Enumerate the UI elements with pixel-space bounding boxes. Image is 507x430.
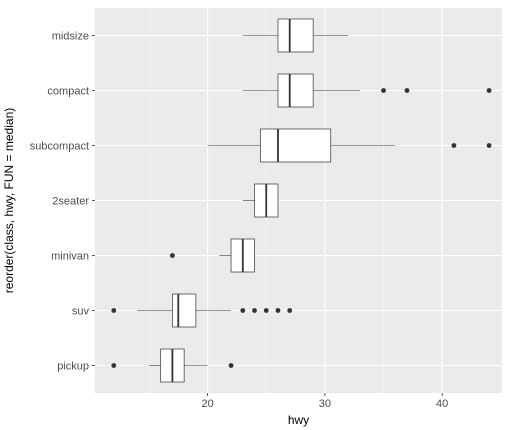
x-tick-label: 40 bbox=[436, 398, 448, 410]
box-subcompact bbox=[207, 128, 492, 163]
outlier-point bbox=[404, 88, 410, 93]
y-tick-label-suv: suv bbox=[72, 306, 90, 318]
x-axis-ticks: 20 30 40 bbox=[201, 393, 448, 410]
y-tick-label-minivan: minivan bbox=[51, 251, 89, 263]
box-compact bbox=[242, 73, 492, 108]
iqr-box bbox=[260, 128, 332, 163]
outlier-point bbox=[170, 253, 175, 258]
box-suv bbox=[111, 293, 293, 328]
x-tick-label: 20 bbox=[201, 398, 213, 410]
iqr-box bbox=[172, 293, 197, 328]
box-2seater bbox=[242, 183, 279, 218]
y-axis-ticks: pickup suv minivan 2seater subcompact compact… bbox=[30, 31, 95, 373]
outlier-point bbox=[252, 308, 257, 313]
y-tick-label-subcompact: subcompact bbox=[30, 141, 89, 153]
y-axis-title: reorder(class, hwy, FUN = median) bbox=[2, 108, 16, 294]
y-tick-label-2seater: 2seater bbox=[52, 196, 89, 208]
outlier-point bbox=[240, 308, 246, 313]
x-axis-title: hwy bbox=[288, 413, 309, 427]
outlier-point bbox=[486, 88, 492, 93]
outlier-point bbox=[287, 308, 293, 313]
outlier-point bbox=[263, 308, 269, 313]
box-pickup bbox=[111, 348, 234, 383]
outlier-point bbox=[111, 363, 117, 368]
outlier-point bbox=[451, 143, 457, 148]
x-tick-label: 30 bbox=[319, 398, 331, 410]
box-minivan bbox=[170, 238, 255, 273]
iqr-box bbox=[277, 73, 314, 108]
boxes-layer bbox=[111, 18, 492, 383]
box-midsize bbox=[242, 18, 349, 53]
outlier-point bbox=[275, 308, 281, 313]
y-tick-label-pickup: pickup bbox=[57, 361, 89, 373]
outlier-point bbox=[381, 88, 386, 93]
outlier-point bbox=[486, 143, 492, 148]
iqr-box bbox=[277, 18, 314, 53]
y-tick-label-midsize: midsize bbox=[52, 31, 89, 43]
outlier-point bbox=[228, 363, 234, 368]
y-tick-label-compact: compact bbox=[47, 86, 89, 98]
outlier-point bbox=[111, 308, 117, 313]
